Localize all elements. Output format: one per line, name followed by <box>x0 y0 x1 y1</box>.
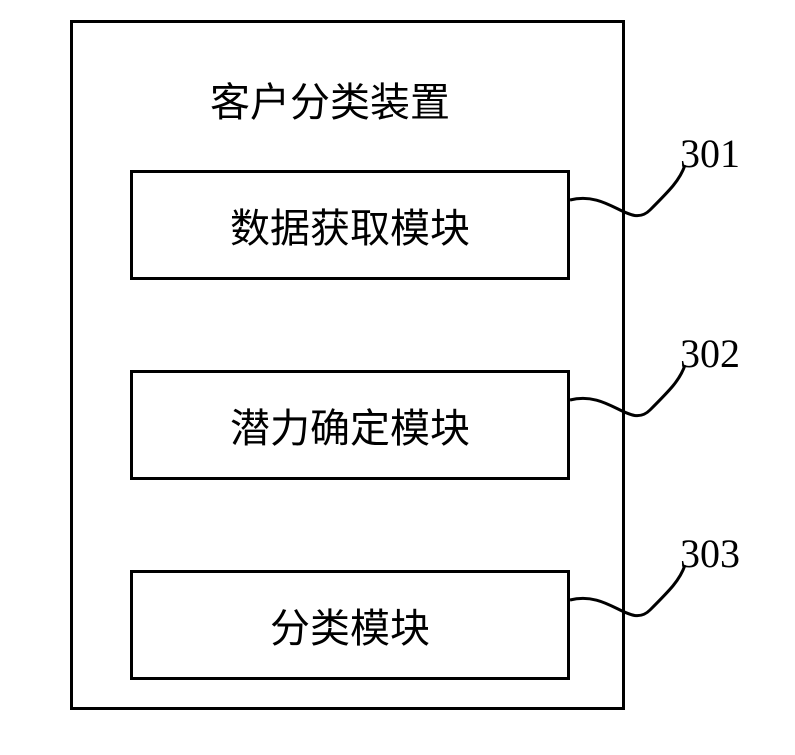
connector-line-icon <box>0 0 795 755</box>
